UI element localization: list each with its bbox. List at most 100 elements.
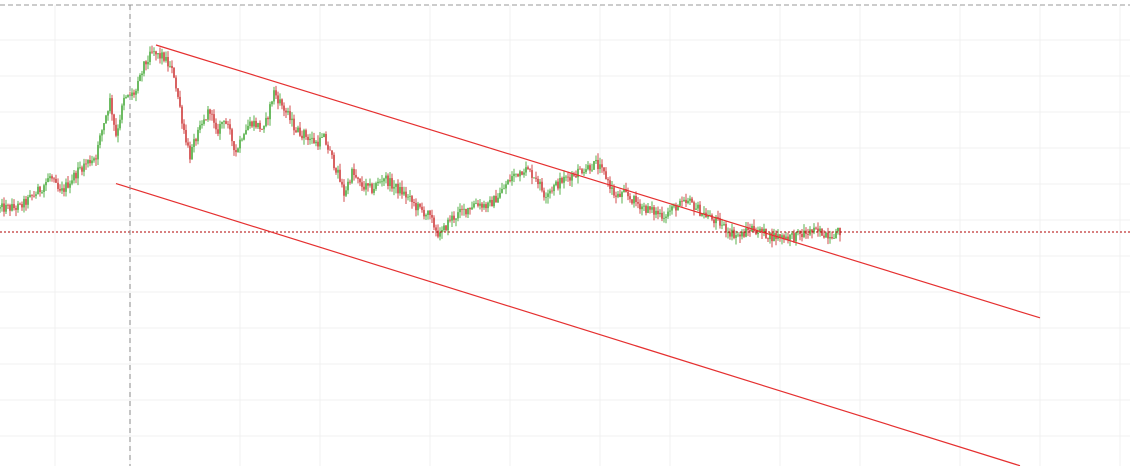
- candle-down: [541, 181, 543, 191]
- candle-up: [781, 235, 783, 239]
- candle-up: [533, 177, 535, 179]
- candle-down: [327, 144, 329, 150]
- candle-down: [527, 167, 529, 170]
- candle-down: [465, 208, 467, 215]
- candle-down: [89, 160, 91, 164]
- candle-down: [495, 195, 497, 203]
- candle-down: [251, 121, 253, 127]
- candle-up: [835, 231, 837, 239]
- candle-up: [651, 207, 653, 210]
- candle-down: [363, 186, 365, 190]
- candle-up: [309, 138, 311, 141]
- candle-up: [789, 234, 791, 240]
- candle-down: [435, 227, 437, 231]
- candle-down: [211, 113, 213, 115]
- candle-up: [479, 203, 481, 206]
- channel-upper-trendline[interactable]: [155, 44, 1041, 319]
- candle-up: [813, 227, 815, 233]
- candle-down: [185, 130, 187, 143]
- candle-down: [359, 178, 361, 183]
- candle-up: [525, 167, 527, 173]
- candle-up: [245, 130, 247, 135]
- candle-down: [561, 177, 563, 183]
- candle-up: [425, 214, 427, 217]
- candle-up: [553, 185, 555, 192]
- candle-up: [241, 139, 243, 141]
- candle-down: [81, 167, 83, 172]
- candlestick-series: [0, 45, 841, 248]
- candle-down: [33, 195, 35, 197]
- candle-up: [457, 212, 459, 219]
- candle-up: [501, 188, 503, 193]
- candle-up: [499, 192, 501, 198]
- candle-down: [589, 165, 591, 171]
- candle-down: [615, 195, 617, 197]
- candle-down: [331, 150, 333, 155]
- candle-up: [427, 210, 429, 215]
- candle-up: [379, 181, 381, 183]
- candle-up: [677, 205, 679, 211]
- candle-down: [811, 229, 813, 233]
- candle-up: [125, 96, 127, 98]
- candle-down: [235, 150, 237, 153]
- candle-up: [287, 111, 289, 113]
- candle-down: [209, 109, 211, 114]
- candle-up: [29, 194, 31, 197]
- candle-up: [347, 181, 349, 191]
- candle-up: [153, 51, 155, 53]
- candle-up: [253, 120, 255, 127]
- candle-up: [523, 172, 525, 175]
- candle-up: [223, 121, 225, 122]
- candle-down: [183, 123, 185, 131]
- candle-down: [195, 139, 197, 142]
- candle-up: [373, 188, 375, 193]
- candle-down: [397, 183, 399, 194]
- candle-up: [221, 121, 223, 125]
- candle-up: [403, 191, 405, 195]
- candle-down: [289, 111, 291, 121]
- candle-down: [771, 232, 773, 242]
- candle-down: [95, 158, 97, 160]
- candle-up: [237, 148, 239, 153]
- candle-down: [517, 173, 519, 177]
- candle-down: [405, 191, 407, 198]
- candle-down: [477, 203, 479, 206]
- candle-up: [571, 173, 573, 181]
- candle-down: [301, 135, 303, 139]
- candle-down: [429, 210, 431, 215]
- candle-down: [229, 124, 231, 130]
- candle-down: [817, 228, 819, 232]
- candle-up: [539, 181, 541, 185]
- candle-up: [127, 94, 129, 97]
- candle-up: [731, 229, 733, 237]
- candle-down: [113, 114, 115, 125]
- candle-up: [655, 210, 657, 215]
- candle-down: [231, 129, 233, 142]
- candle-down: [367, 183, 369, 186]
- candle-up: [673, 205, 675, 207]
- candle-down: [581, 169, 583, 174]
- candle-down: [431, 214, 433, 218]
- candle-up: [587, 165, 589, 170]
- candle-down: [783, 235, 785, 240]
- candle-up: [337, 169, 339, 173]
- candle-up: [311, 137, 313, 139]
- candle-up: [735, 235, 737, 238]
- candle-down: [423, 209, 425, 217]
- candle-down: [173, 67, 175, 78]
- candle-down: [521, 171, 523, 175]
- channel-lower-trendline[interactable]: [115, 182, 1021, 466]
- candle-down: [739, 234, 741, 237]
- candle-up: [493, 195, 495, 207]
- candle-down: [343, 184, 345, 196]
- candle-down: [635, 196, 637, 203]
- candle-down: [189, 145, 191, 160]
- candle-down: [725, 224, 727, 233]
- candle-up: [663, 217, 665, 219]
- candle-up: [715, 216, 717, 224]
- candle-down: [619, 193, 621, 197]
- candle-up: [545, 196, 547, 198]
- candle-down: [815, 227, 817, 229]
